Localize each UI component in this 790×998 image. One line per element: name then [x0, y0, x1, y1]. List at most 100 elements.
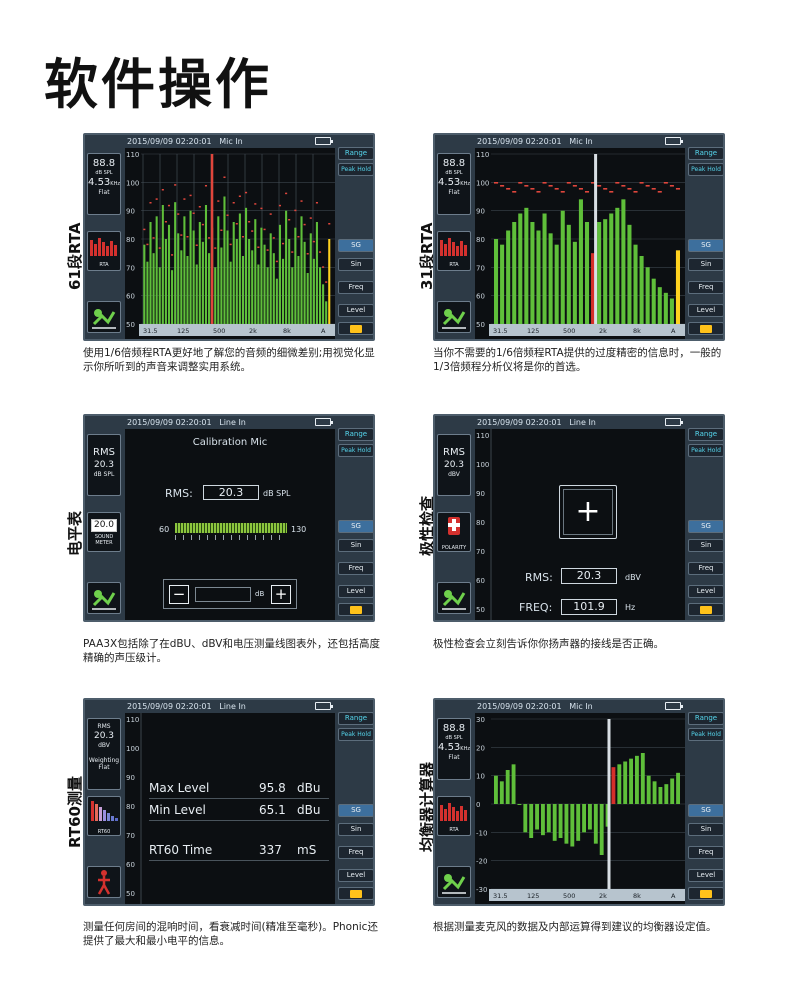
spectrum-bar [518, 213, 523, 324]
eq-bar [588, 804, 592, 830]
sg-button[interactable]: SG [688, 520, 723, 533]
range-button[interactable]: Range [688, 428, 723, 441]
sg-button[interactable]: SG [688, 804, 723, 817]
freq-button[interactable]: Freq [688, 562, 723, 575]
x-tick-label: 8k [633, 892, 641, 900]
sin-button[interactable]: Sin [688, 258, 723, 271]
spectrum-bar [591, 253, 596, 324]
level-button[interactable]: Level [688, 869, 723, 882]
mic-icon-box[interactable] [437, 582, 471, 614]
peak-hold-button[interactable]: Peak Hold [338, 163, 373, 176]
spectrum-bar [297, 256, 300, 324]
side-label-rt60: RT60测量 [66, 776, 84, 848]
peak-marker [603, 188, 608, 190]
freq-button[interactable]: Freq [688, 846, 723, 859]
peak-marker [312, 240, 315, 243]
mode-box[interactable]: POLARITY [437, 512, 471, 552]
sin-button[interactable]: Sin [688, 539, 723, 552]
minus-button[interactable]: − [169, 585, 189, 604]
spectrum-bar [560, 210, 565, 324]
right-column: Range Peak Hold SG Sin Freq Level [687, 135, 723, 339]
right-column: Range Peak Hold SG Sin Freq Level [687, 700, 723, 904]
mode-box[interactable]: RTA [437, 231, 471, 271]
mode-box[interactable]: RTA [437, 796, 471, 836]
spectrum-bar [303, 241, 306, 324]
level-button[interactable]: Level [338, 304, 373, 317]
freq-button[interactable]: Freq [338, 562, 373, 575]
peak-marker [500, 185, 505, 187]
sg-button[interactable]: SG [338, 804, 373, 817]
folder-button[interactable] [338, 322, 373, 335]
sg-button[interactable]: SG [688, 239, 723, 252]
peak-hold-button[interactable]: Peak Hold [688, 163, 723, 176]
x-tick-label: 2k [249, 327, 257, 335]
peak-hold-button[interactable]: Peak Hold [338, 444, 373, 457]
folder-button[interactable] [338, 887, 373, 900]
screen-rms-label: RMS: [165, 487, 193, 500]
plus-button[interactable]: + [271, 585, 291, 604]
level-button[interactable]: Level [688, 585, 723, 598]
sg-button[interactable]: SG [338, 239, 373, 252]
folder-button[interactable] [688, 322, 723, 335]
peak-hold-button[interactable]: Peak Hold [688, 728, 723, 741]
x-tick-label: 2k [599, 327, 607, 335]
spectrum-bar [238, 213, 241, 324]
mic-icon-box[interactable] [437, 866, 471, 898]
folder-button[interactable] [338, 603, 373, 616]
mode-box[interactable]: 20.0 SOUND METER [87, 512, 121, 552]
spectrum-bar [164, 239, 167, 324]
peak-marker [183, 198, 186, 200]
y-tick-label: 70 [476, 548, 485, 556]
sin-button[interactable]: Sin [338, 539, 373, 552]
mode-box[interactable]: RT60 [87, 796, 121, 836]
range-button[interactable]: Range [688, 147, 723, 160]
folder-button[interactable] [688, 603, 723, 616]
polarity-icon [448, 517, 460, 535]
spectrum-bar [183, 216, 186, 324]
eq-bar [570, 804, 575, 847]
level-button[interactable]: Level [338, 869, 373, 882]
rt60-screen: 110 100 90 80 70 60 50 Max Level 95.8 dBu Min Le… [125, 713, 335, 904]
peak-hold-button[interactable]: Peak Hold [338, 728, 373, 741]
gain-input[interactable] [195, 587, 251, 602]
peak-marker [275, 260, 278, 263]
battery-icon [665, 702, 683, 710]
peak-marker [149, 202, 152, 204]
level-button[interactable]: Level [338, 585, 373, 598]
eq-bar [629, 758, 633, 804]
level-button[interactable]: Level [688, 304, 723, 317]
polarity-indicator: + [559, 485, 617, 539]
side-label-spl: 电平表 [66, 510, 84, 556]
caption-rta61: 使用1/6倍频程RTA更好地了解您的音频的细微差别;用视觉化显示你所听到的声音来… [83, 347, 375, 373]
range-button[interactable]: Range [338, 428, 373, 441]
freq-button[interactable]: Freq [688, 281, 723, 294]
sin-button[interactable]: Sin [338, 823, 373, 836]
eq-bar [599, 804, 604, 855]
y-tick-label: 80 [476, 236, 485, 244]
freq-button[interactable]: Freq [338, 846, 373, 859]
sin-button[interactable]: Sin [338, 258, 373, 271]
spectrum-bar [315, 222, 318, 324]
peak-marker [669, 185, 674, 187]
peak-hold-button[interactable]: Peak Hold [688, 444, 723, 457]
mic-icon-box[interactable] [87, 301, 121, 333]
left-column: RMS 20.3 dBV POLARITY [435, 416, 473, 620]
spectrum-bar [281, 258, 285, 324]
sin-button[interactable]: Sin [688, 823, 723, 836]
cursor-line [210, 154, 214, 324]
x-tick-label: 31.5 [493, 892, 507, 900]
mode-box[interactable]: RTA [87, 231, 121, 271]
spectrum-bar [189, 210, 192, 324]
folder-icon [350, 325, 362, 333]
y-tick-label: 60 [476, 577, 485, 585]
freq-row-label: FREQ: [519, 601, 553, 614]
mic-icon-box[interactable] [87, 582, 121, 614]
folder-button[interactable] [688, 887, 723, 900]
figure-icon-box[interactable] [87, 866, 121, 898]
mic-icon-box[interactable] [437, 301, 471, 333]
range-button[interactable]: Range [338, 712, 373, 725]
range-button[interactable]: Range [338, 147, 373, 160]
range-button[interactable]: Range [688, 712, 723, 725]
sg-button[interactable]: SG [338, 520, 373, 533]
freq-button[interactable]: Freq [338, 281, 373, 294]
